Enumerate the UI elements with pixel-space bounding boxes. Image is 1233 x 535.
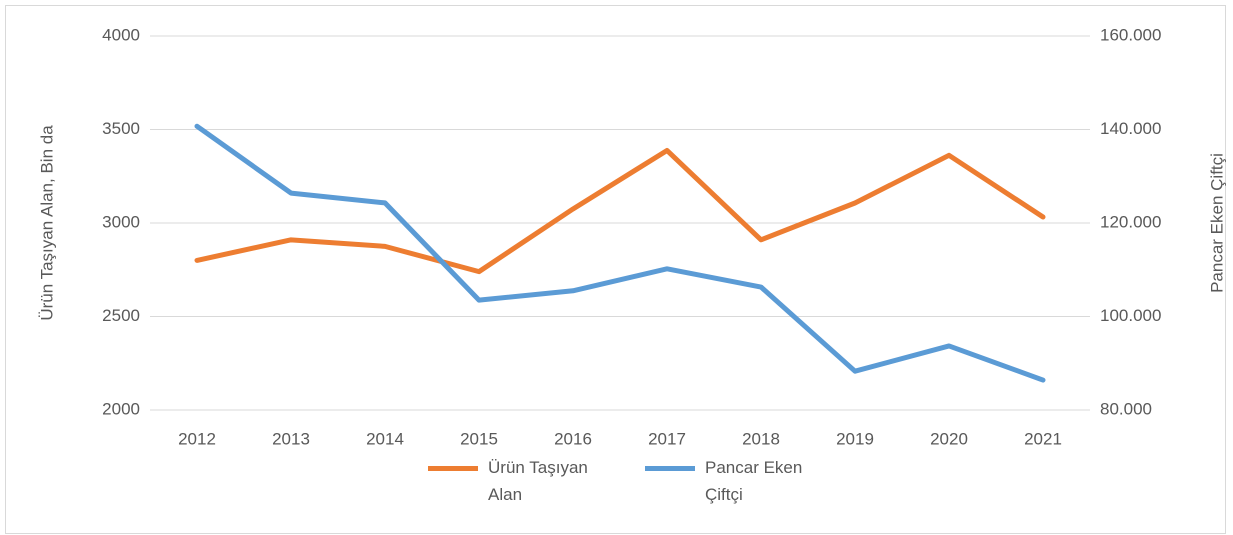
x-tick-label: 2016 <box>554 429 592 448</box>
x-tick-label: 2017 <box>648 429 686 448</box>
series-line <box>194 123 1046 383</box>
legend-swatch <box>428 466 478 471</box>
y2-tick-label: 120.000 <box>1100 212 1161 231</box>
x-tick-label: 2015 <box>460 429 498 448</box>
y2-tick-label: 160.000 <box>1100 25 1161 44</box>
y-axis-title: Ürün Taşıyan Alan, Bin da <box>37 125 56 321</box>
legend-swatch <box>645 466 695 471</box>
x-tick-label: 2019 <box>836 429 874 448</box>
y-tick-label: 2000 <box>102 399 140 418</box>
x-tick-label: 2014 <box>366 429 404 448</box>
y-tick-label: 3500 <box>102 119 140 138</box>
y2-axis-title: Pancar Eken Çiftçi <box>1207 153 1226 293</box>
x-tick-label: 2020 <box>930 429 968 448</box>
legend-label: Pancar Eken Çiftçi <box>705 458 803 504</box>
x-tick-label: 2021 <box>1024 429 1062 448</box>
legend-label: Ürün Taşıyan Alan <box>488 458 588 504</box>
x-tick-label: 2018 <box>742 429 780 448</box>
y2-tick-label: 140.000 <box>1100 119 1161 138</box>
y-tick-label: 3000 <box>102 212 140 231</box>
y2-tick-label: 100.000 <box>1100 306 1161 325</box>
y2-tick-label: 80.000 <box>1100 399 1152 418</box>
series-line <box>194 147 1046 275</box>
y-tick-label: 2500 <box>102 306 140 325</box>
x-tick-label: 2012 <box>178 429 216 448</box>
y-tick-label: 4000 <box>102 25 140 44</box>
chart-border <box>5 5 1226 534</box>
x-tick-label: 2013 <box>272 429 310 448</box>
